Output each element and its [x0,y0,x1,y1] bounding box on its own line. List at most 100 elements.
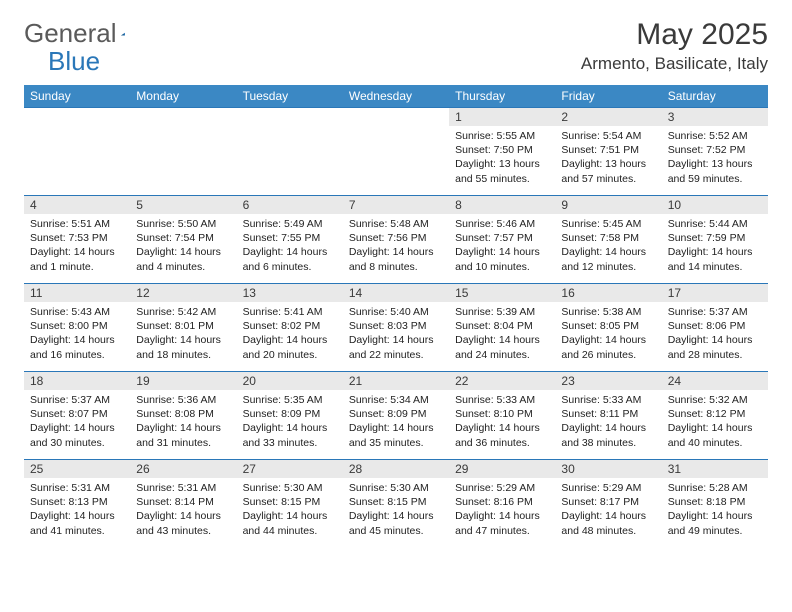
daylight-text: Daylight: 14 hours and 43 minutes. [136,509,230,537]
sunrise-text: Sunrise: 5:32 AM [668,393,762,407]
day-body [237,126,343,186]
logo-triangle-icon [121,25,125,43]
day-body: Sunrise: 5:45 AMSunset: 7:58 PMDaylight:… [555,214,661,278]
day-cell: 17Sunrise: 5:37 AMSunset: 8:06 PMDayligh… [662,283,768,371]
day-cell: 6Sunrise: 5:49 AMSunset: 7:55 PMDaylight… [237,195,343,283]
day-number: 23 [555,371,661,390]
day-number: 6 [237,195,343,214]
day-cell: 14Sunrise: 5:40 AMSunset: 8:03 PMDayligh… [343,283,449,371]
day-number: 1 [449,107,555,126]
day-body: Sunrise: 5:34 AMSunset: 8:09 PMDaylight:… [343,390,449,454]
month-title: May 2025 [581,18,768,52]
day-cell: 3Sunrise: 5:52 AMSunset: 7:52 PMDaylight… [662,107,768,195]
day-body: Sunrise: 5:37 AMSunset: 8:06 PMDaylight:… [662,302,768,366]
sunset-text: Sunset: 7:52 PM [668,143,762,157]
day-cell: 12Sunrise: 5:42 AMSunset: 8:01 PMDayligh… [130,283,236,371]
day-body: Sunrise: 5:39 AMSunset: 8:04 PMDaylight:… [449,302,555,366]
day-cell [237,107,343,195]
day-body: Sunrise: 5:49 AMSunset: 7:55 PMDaylight:… [237,214,343,278]
sunrise-text: Sunrise: 5:31 AM [30,481,124,495]
day-cell [130,107,236,195]
day-cell: 1Sunrise: 5:55 AMSunset: 7:50 PMDaylight… [449,107,555,195]
day-cell: 20Sunrise: 5:35 AMSunset: 8:09 PMDayligh… [237,371,343,459]
day-cell: 10Sunrise: 5:44 AMSunset: 7:59 PMDayligh… [662,195,768,283]
daylight-text: Daylight: 14 hours and 4 minutes. [136,245,230,273]
daylight-text: Daylight: 14 hours and 35 minutes. [349,421,443,449]
day-cell: 23Sunrise: 5:33 AMSunset: 8:11 PMDayligh… [555,371,661,459]
sunset-text: Sunset: 8:11 PM [561,407,655,421]
daylight-text: Daylight: 14 hours and 10 minutes. [455,245,549,273]
day-number: 30 [555,459,661,478]
daylight-text: Daylight: 14 hours and 16 minutes. [30,333,124,361]
day-number [237,107,343,126]
daylight-text: Daylight: 14 hours and 44 minutes. [243,509,337,537]
sunset-text: Sunset: 7:54 PM [136,231,230,245]
daylight-text: Daylight: 14 hours and 24 minutes. [455,333,549,361]
logo-text-a: General [24,18,117,49]
day-number: 20 [237,371,343,390]
sunset-text: Sunset: 8:05 PM [561,319,655,333]
day-body: Sunrise: 5:48 AMSunset: 7:56 PMDaylight:… [343,214,449,278]
day-header: Saturday [662,85,768,107]
sunrise-text: Sunrise: 5:49 AM [243,217,337,231]
sunset-text: Sunset: 8:13 PM [30,495,124,509]
day-number: 29 [449,459,555,478]
day-number: 31 [662,459,768,478]
sunset-text: Sunset: 8:06 PM [668,319,762,333]
day-body: Sunrise: 5:54 AMSunset: 7:51 PMDaylight:… [555,126,661,190]
day-number: 18 [24,371,130,390]
sunset-text: Sunset: 7:50 PM [455,143,549,157]
daylight-text: Daylight: 14 hours and 45 minutes. [349,509,443,537]
sunset-text: Sunset: 8:07 PM [30,407,124,421]
day-cell: 16Sunrise: 5:38 AMSunset: 8:05 PMDayligh… [555,283,661,371]
sunrise-text: Sunrise: 5:48 AM [349,217,443,231]
location: Armento, Basilicate, Italy [581,54,768,74]
daylight-text: Daylight: 14 hours and 49 minutes. [668,509,762,537]
day-body: Sunrise: 5:50 AMSunset: 7:54 PMDaylight:… [130,214,236,278]
day-number: 4 [24,195,130,214]
day-body: Sunrise: 5:37 AMSunset: 8:07 PMDaylight:… [24,390,130,454]
day-number: 19 [130,371,236,390]
sunset-text: Sunset: 7:51 PM [561,143,655,157]
sunrise-text: Sunrise: 5:29 AM [561,481,655,495]
day-cell: 25Sunrise: 5:31 AMSunset: 8:13 PMDayligh… [24,459,130,547]
daylight-text: Daylight: 14 hours and 47 minutes. [455,509,549,537]
sunrise-text: Sunrise: 5:51 AM [30,217,124,231]
day-number: 2 [555,107,661,126]
sunset-text: Sunset: 8:08 PM [136,407,230,421]
sunset-text: Sunset: 7:53 PM [30,231,124,245]
day-number: 22 [449,371,555,390]
week-row: 1Sunrise: 5:55 AMSunset: 7:50 PMDaylight… [24,107,768,195]
day-body: Sunrise: 5:41 AMSunset: 8:02 PMDaylight:… [237,302,343,366]
day-body: Sunrise: 5:52 AMSunset: 7:52 PMDaylight:… [662,126,768,190]
day-number: 25 [24,459,130,478]
sunset-text: Sunset: 7:58 PM [561,231,655,245]
day-number: 17 [662,283,768,302]
daylight-text: Daylight: 14 hours and 14 minutes. [668,245,762,273]
day-number: 9 [555,195,661,214]
sunset-text: Sunset: 8:17 PM [561,495,655,509]
day-cell: 19Sunrise: 5:36 AMSunset: 8:08 PMDayligh… [130,371,236,459]
day-body: Sunrise: 5:29 AMSunset: 8:17 PMDaylight:… [555,478,661,542]
daylight-text: Daylight: 14 hours and 36 minutes. [455,421,549,449]
daylight-text: Daylight: 13 hours and 59 minutes. [668,157,762,185]
day-number: 7 [343,195,449,214]
day-cell: 2Sunrise: 5:54 AMSunset: 7:51 PMDaylight… [555,107,661,195]
day-cell: 11Sunrise: 5:43 AMSunset: 8:00 PMDayligh… [24,283,130,371]
daylight-text: Daylight: 14 hours and 12 minutes. [561,245,655,273]
week-row: 11Sunrise: 5:43 AMSunset: 8:00 PMDayligh… [24,283,768,371]
sunrise-text: Sunrise: 5:45 AM [561,217,655,231]
week-row: 25Sunrise: 5:31 AMSunset: 8:13 PMDayligh… [24,459,768,547]
daylight-text: Daylight: 14 hours and 6 minutes. [243,245,337,273]
day-number: 8 [449,195,555,214]
daylight-text: Daylight: 13 hours and 55 minutes. [455,157,549,185]
sunrise-text: Sunrise: 5:44 AM [668,217,762,231]
day-body: Sunrise: 5:31 AMSunset: 8:13 PMDaylight:… [24,478,130,542]
sunrise-text: Sunrise: 5:40 AM [349,305,443,319]
sunrise-text: Sunrise: 5:33 AM [561,393,655,407]
sunset-text: Sunset: 8:09 PM [243,407,337,421]
day-body: Sunrise: 5:30 AMSunset: 8:15 PMDaylight:… [343,478,449,542]
day-cell: 21Sunrise: 5:34 AMSunset: 8:09 PMDayligh… [343,371,449,459]
sunrise-text: Sunrise: 5:30 AM [349,481,443,495]
week-row: 18Sunrise: 5:37 AMSunset: 8:07 PMDayligh… [24,371,768,459]
